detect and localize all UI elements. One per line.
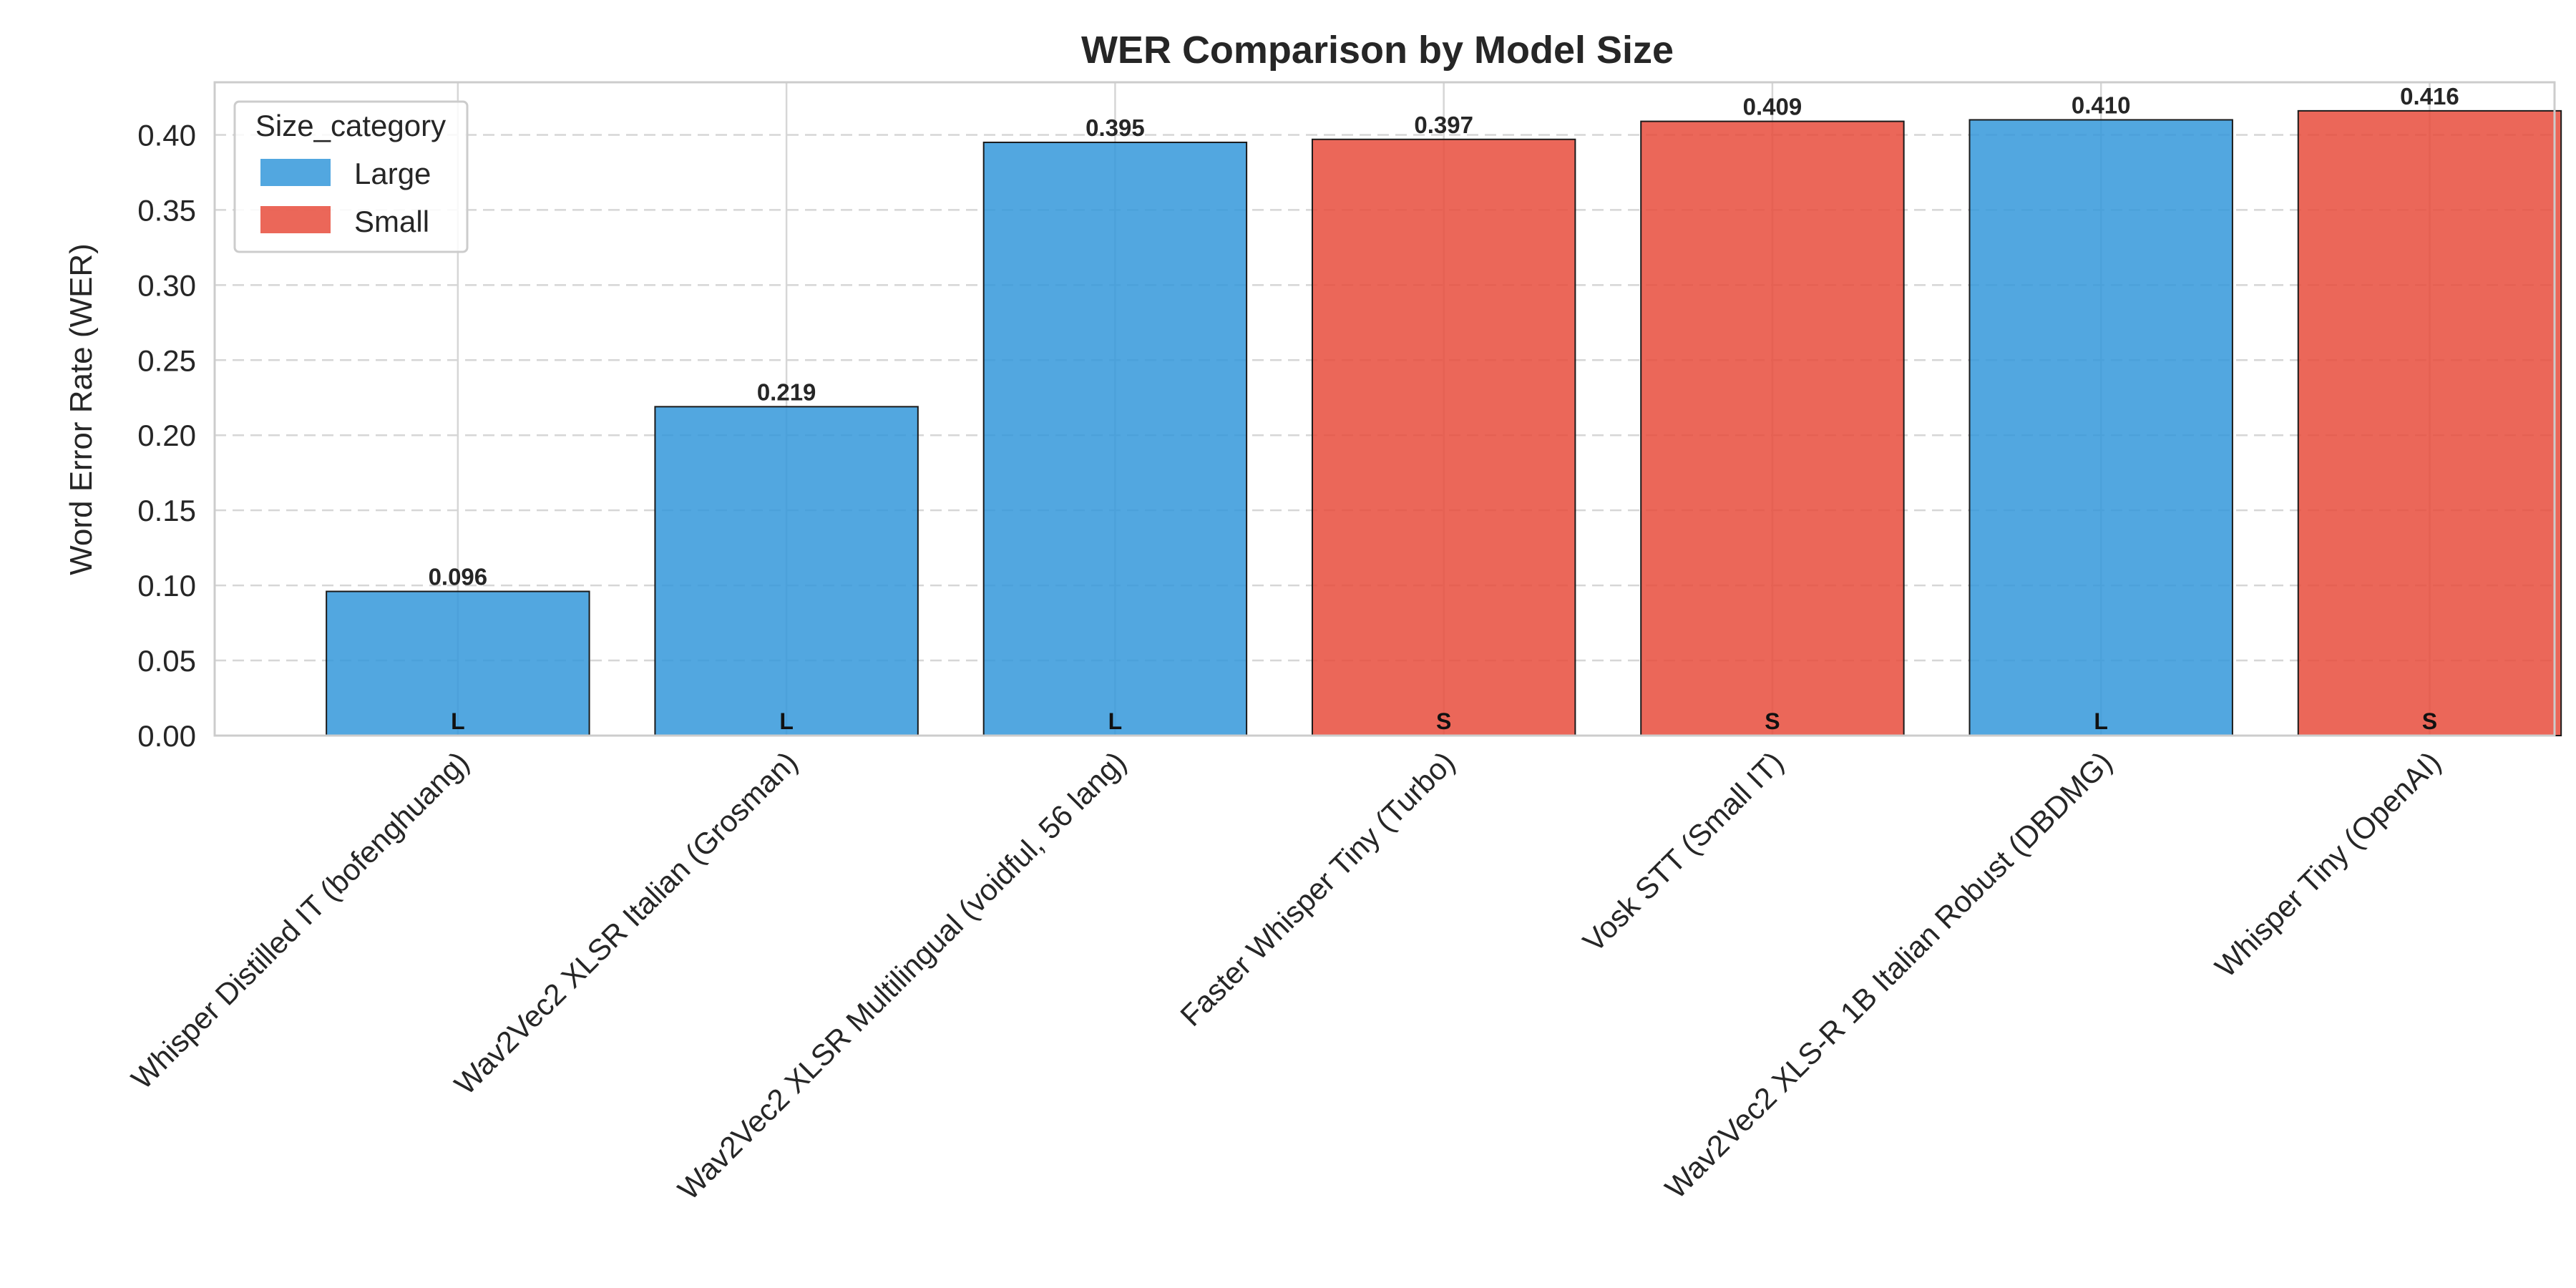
y-tick-label: 0.40: [137, 118, 196, 152]
y-tick-label: 0.20: [137, 419, 196, 452]
bar-value-label: 0.397: [1414, 112, 1473, 138]
bars: [326, 109, 2562, 737]
y-tick-label: 0.30: [137, 268, 196, 302]
bar-size-tag: S: [1436, 708, 1451, 734]
bar-value-label: 0.409: [1743, 94, 1802, 120]
bar-size-tag: L: [2094, 708, 2108, 734]
plot-frame: [213, 81, 2556, 737]
y-tick-label: 0.00: [137, 719, 196, 753]
legend-label-large: Large: [354, 157, 431, 190]
x-tick-label: Whisper Tiny (OpenAI): [2208, 745, 2447, 984]
bar-size-tag: S: [1765, 708, 1780, 734]
legend-label-small: Small: [354, 205, 429, 238]
bar-size-tag: L: [1108, 708, 1123, 734]
plot-border: [213, 81, 2556, 737]
legend-title: Size_category: [255, 109, 446, 142]
y-tick-label: 0.10: [137, 569, 196, 602]
chart-title: WER Comparison by Model Size: [1081, 29, 1674, 72]
bar-value-label: 0.096: [429, 564, 488, 590]
bar-size-tag: L: [451, 708, 465, 734]
x-axis-ticks: Whisper Distilled IT (bofenghuang)Wav2Ve…: [125, 745, 2447, 1206]
y-tick-label: 0.05: [137, 644, 196, 678]
bar-value-label: 0.416: [2400, 83, 2459, 109]
bar-value-label: 0.219: [757, 379, 816, 405]
x-tick-label: Vosk STT (Small IT): [1576, 745, 1790, 958]
y-tick-label: 0.25: [137, 343, 196, 377]
bar: [654, 406, 919, 737]
bar: [326, 590, 590, 736]
y-tick-label: 0.15: [137, 494, 196, 527]
y-axis-ticks: 0.00 0.05 0.10 0.15 0.20 0.25 0.30 0.35 0.40: [137, 118, 196, 753]
bar: [2297, 109, 2562, 736]
data-labels: 0.096 L 0.219 L 0.395 L 0.397 S 0.409 S 0.410 L 0.41…: [429, 83, 2459, 734]
x-tick-label: Wav2Vec2 XLSR Italian (Grosman): [448, 745, 804, 1101]
legend-swatch-large: [260, 159, 331, 186]
bar-value-label: 0.395: [1085, 114, 1145, 141]
bar: [982, 141, 1248, 736]
bar: [1968, 119, 2233, 737]
bar: [1311, 138, 1576, 736]
y-tick-label: 0.35: [137, 193, 196, 227]
x-tick-label: Whisper Distilled IT (bofenghuang): [125, 745, 475, 1096]
bar-size-tag: S: [2422, 708, 2437, 734]
bar-size-tag: L: [779, 708, 794, 734]
bar-value-label: 0.410: [2072, 92, 2131, 118]
legend: Size_category Large Small: [233, 100, 469, 253]
legend-swatch-small: [260, 206, 331, 233]
x-tick-label: Faster Whisper Tiny (Turbo): [1174, 745, 1461, 1033]
y-axis-label: Word Error Rate (WER): [64, 243, 99, 575]
bar: [1640, 120, 1905, 736]
